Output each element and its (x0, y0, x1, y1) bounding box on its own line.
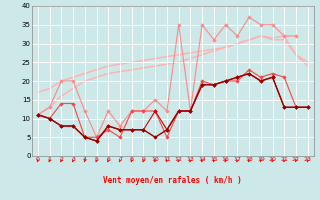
X-axis label: Vent moyen/en rafales ( km/h ): Vent moyen/en rafales ( km/h ) (103, 176, 242, 185)
